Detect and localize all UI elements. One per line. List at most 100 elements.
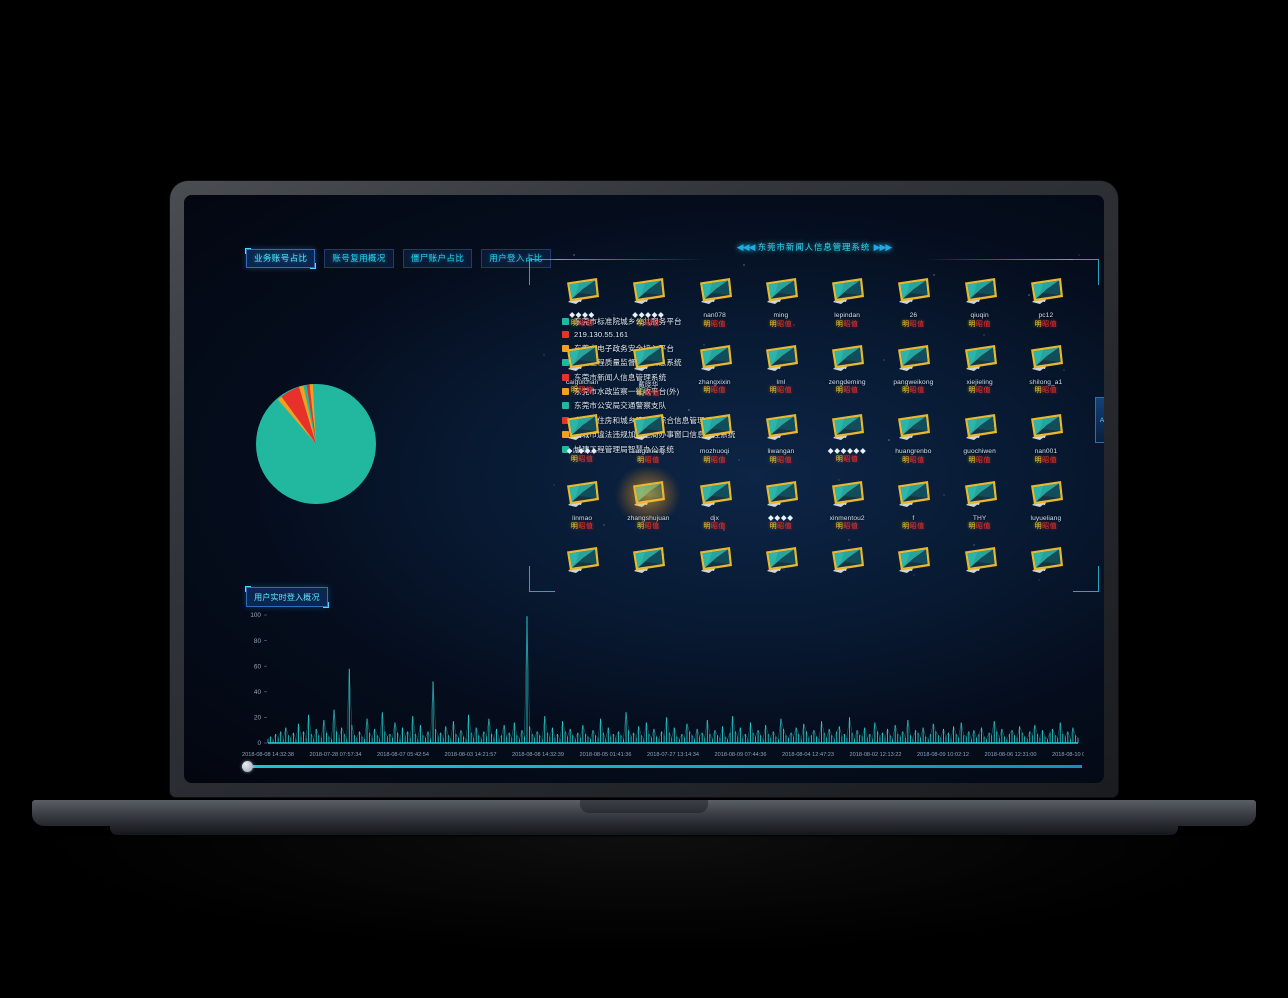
legend-item[interactable]: 219.130.55.161: [562, 330, 736, 339]
monitor-icon-wrap[interactable]: [1023, 407, 1069, 447]
tab-business-account-ratio[interactable]: 业务账号占比: [244, 248, 317, 269]
legend-item[interactable]: 建设工程质量监督管理信息系统: [562, 357, 736, 368]
monitor-icon-wrap[interactable]: [957, 407, 1003, 447]
monitor-icon-wrap[interactable]: [692, 540, 738, 580]
monitor-cell[interactable]: [814, 538, 880, 580]
monitor-icon-wrap[interactable]: [824, 271, 870, 311]
monitor-icon-wrap[interactable]: [824, 407, 870, 447]
chevron-right-icon[interactable]: ▶▶▶: [873, 242, 893, 252]
legend-item[interactable]: 东莞市电子政务安全接入平台: [562, 343, 736, 354]
monitor-icon-wrap[interactable]: [758, 474, 804, 514]
monitor-icon-wrap[interactable]: [1023, 474, 1069, 514]
monitor-cell[interactable]: zengdeming 明昭值: [814, 336, 880, 398]
monitor-cell[interactable]: luyueliang 明昭值: [1013, 472, 1079, 530]
monitor-cell[interactable]: guochiwen 明昭值: [947, 405, 1013, 464]
monitor-icon-wrap[interactable]: [758, 338, 804, 378]
monitor-icon-wrap[interactable]: [758, 407, 804, 447]
monitor-cell[interactable]: nan078 明昭值: [682, 269, 748, 328]
monitor-cell[interactable]: djx 明昭值: [682, 472, 748, 530]
monitor-cell[interactable]: f 明昭值: [880, 472, 946, 530]
monitor-icon-wrap[interactable]: [957, 271, 1003, 311]
monitor-cell[interactable]: [549, 538, 615, 580]
monitor-icon-wrap[interactable]: [890, 474, 936, 514]
tab-zombie-account-ratio[interactable]: 僵尸账户占比: [402, 249, 473, 268]
monitor-icon-wrap[interactable]: [890, 338, 936, 378]
monitor-icon-wrap[interactable]: [559, 271, 605, 311]
monitor-cell[interactable]: ming 明昭值: [748, 269, 814, 328]
monitor-cell[interactable]: ◆◆◆◆ 明昭值: [748, 472, 814, 531]
side-panel-toggle[interactable]: A: [1095, 397, 1104, 443]
monitor-icon-wrap[interactable]: [625, 338, 671, 378]
monitor-icon-wrap[interactable]: [559, 407, 605, 447]
monitor-cell[interactable]: nan001 明昭值: [1013, 405, 1079, 464]
pie-graphic[interactable]: [252, 380, 380, 508]
monitor-icon-wrap[interactable]: [559, 474, 605, 514]
monitor-cell[interactable]: [1013, 538, 1079, 580]
monitor-cell[interactable]: liwangan 明昭值: [748, 405, 814, 464]
monitor-cell[interactable]: pangweikong 明昭值: [880, 336, 946, 398]
monitor-icon-wrap[interactable]: [758, 271, 804, 311]
monitor-cell[interactable]: qiuqin 明昭值: [947, 269, 1013, 328]
monitor-icon-wrap[interactable]: [625, 271, 671, 311]
monitor-icon-wrap[interactable]: [692, 338, 738, 378]
monitor-icon-wrap[interactable]: [758, 540, 804, 580]
monitor-icon-wrap[interactable]: [890, 271, 936, 311]
monitor-cell[interactable]: fanglixiang 明昭值: [615, 405, 681, 464]
monitor-icon-wrap[interactable]: [559, 540, 605, 580]
monitor-cell[interactable]: [748, 538, 814, 580]
monitor-cell[interactable]: 26 明昭值: [880, 269, 946, 328]
monitor-cell[interactable]: ◆◆◆◆ 明昭值: [549, 269, 615, 328]
realtime-login-line-chart[interactable]: 0 20 40 60 80 100 2018-08-08 14:32:38 2018-07-2…: [234, 609, 1084, 761]
monitor-cell[interactable]: zhangxixin 明昭值: [682, 336, 748, 398]
chart-scroll-rail[interactable]: [242, 765, 1082, 768]
monitor-cell[interactable]: ◆□◆◆◆ 明昭值: [549, 405, 615, 464]
legend-item[interactable]: 东莞市水政监察一征收平台(外): [562, 386, 736, 397]
monitor-cell[interactable]: [880, 538, 946, 580]
monitor-cell[interactable]: caiguichan 明昭值: [549, 336, 615, 398]
monitor-cell[interactable]: 戴晓华 明昭值: [615, 336, 681, 397]
monitor-cell[interactable]: linmao 明昭值: [549, 472, 615, 530]
monitor-icon-wrap[interactable]: [957, 474, 1003, 514]
chart-scroll-handle[interactable]: [242, 761, 253, 772]
monitor-icon-wrap[interactable]: [957, 338, 1003, 378]
monitor-cell[interactable]: shilong_a1 明昭值: [1013, 336, 1079, 398]
monitor-icon-wrap[interactable]: [1023, 540, 1069, 580]
monitor-icon-wrap[interactable]: [824, 474, 870, 514]
monitor-cell[interactable]: [615, 538, 681, 580]
monitor-icon-wrap[interactable]: [692, 407, 738, 447]
monitor-cell[interactable]: xiejieling 明昭值: [947, 336, 1013, 398]
legend-item[interactable]: 东莞市标准院城乡公共服务平台: [562, 316, 736, 327]
monitor-cell[interactable]: huangrenbo 明昭值: [880, 405, 946, 464]
monitor-cell[interactable]: ◆◆◆◆◆◆ 明昭值: [814, 405, 880, 464]
monitor-cell[interactable]: THY 明昭值: [947, 472, 1013, 530]
monitor-cell[interactable]: lml 明昭值: [748, 336, 814, 398]
monitor-cell[interactable]: pc12 明昭值: [1013, 269, 1079, 328]
monitor-cell[interactable]: mozhuoqi 明昭值: [682, 405, 748, 464]
legend-item[interactable]: 城建工程管理局智慧办公系统: [562, 444, 736, 455]
legend-item[interactable]: 东莞市公安局交通警察支队: [562, 400, 736, 411]
monitor-cell[interactable]: lepindan 明昭值: [814, 269, 880, 328]
monitor-cell[interactable]: ◆◆◆◆◆ 明昭值: [615, 269, 681, 328]
monitor-icon-wrap[interactable]: [890, 407, 936, 447]
monitor-icon-wrap[interactable]: [1023, 338, 1069, 378]
monitor-icon-wrap[interactable]: [824, 338, 870, 378]
monitor-cell[interactable]: [947, 538, 1013, 580]
tab-user-login-ratio[interactable]: 用户登入占比: [481, 249, 551, 268]
monitor-icon-wrap[interactable]: [625, 540, 671, 580]
chart-title-badge[interactable]: 用户实时登入概况: [245, 586, 329, 608]
legend-item[interactable]: 东莞市新闻人信息管理系统: [562, 372, 736, 383]
monitor-cell[interactable]: zhangshujuan 明昭值: [615, 465, 681, 530]
chevron-left-icon[interactable]: ◀◀◀: [736, 242, 756, 252]
monitor-icon-wrap[interactable]: [692, 474, 738, 514]
monitor-icon-wrap[interactable]: [616, 465, 681, 524]
tab-account-reuse-overview[interactable]: 账号复用概况: [324, 249, 394, 268]
monitor-icon-wrap[interactable]: [692, 271, 738, 311]
monitor-cell[interactable]: [682, 538, 748, 580]
monitor-icon-wrap[interactable]: [824, 540, 870, 580]
monitor-icon-wrap[interactable]: [625, 407, 671, 447]
monitor-icon-wrap[interactable]: [1023, 271, 1069, 311]
monitor-icon-wrap[interactable]: [890, 540, 936, 580]
tab-bar[interactable]: 业务账号占比 账号复用概况 僵尸账户占比 用户登入占比: [244, 248, 551, 269]
monitor-icon-wrap[interactable]: [559, 338, 605, 378]
monitor-cell[interactable]: xinmentou2 明昭值: [814, 472, 880, 530]
